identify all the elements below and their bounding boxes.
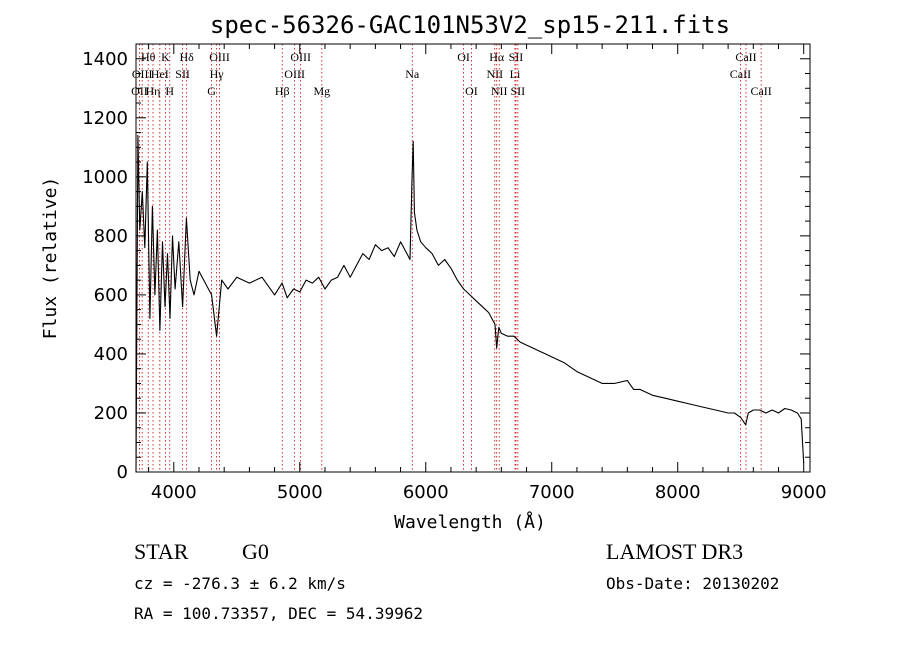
marker-label-11: Hγ [210,67,225,81]
marker-label-25: CaII [730,67,751,81]
marker-label-10: OIII [209,50,230,64]
line-markers: OIIHθOIIIHηHeIKHSIIHδGOIIIHγHβOIIIOIIIMg… [131,44,772,472]
x-axis-label: Wavelength (Å) [394,511,546,533]
marker-label-18: OI [465,84,478,98]
x-tick-label-9000: 9000 [781,482,827,503]
marker-label-23: Li [510,67,521,81]
object-subclass: G0 [242,539,269,564]
redshift-velocity: cz = -276.3 ± 6.2 km/s [134,574,346,593]
x-tick-label-6000: 6000 [403,482,449,503]
y-tick-label-800: 800 [94,226,128,247]
marker-label-24: SII [511,84,526,98]
y-tick-label-400: 400 [94,344,128,365]
y-tick-label-200: 200 [94,403,128,424]
marker-label-0: OII [131,84,148,98]
marker-label-14: OIII [290,50,311,64]
marker-label-17: OI [457,50,470,64]
marker-label-26: CaII [735,50,756,64]
marker-label-1: Hθ [141,50,156,64]
y-tick-label-1400: 1400 [82,49,128,70]
plot-frame [135,43,811,473]
axes: 4000 5000 6000 7000 8000 9000 0 200 400 600 800 100… [82,43,827,503]
marker-label-21: NII [491,84,508,98]
marker-label-3: Hη [146,84,161,98]
y-tick-label-1200: 1200 [82,108,128,129]
x-tick-label-7000: 7000 [529,482,575,503]
y-tick-label-0: 0 [117,462,128,483]
series-line-0 [135,134,805,473]
marker-label-5: K [161,50,170,64]
marker-label-19: NII [486,67,503,81]
object-class: STAR [134,539,189,564]
coordinates: RA = 100.73357, DEC = 54.39962 [134,604,423,623]
marker-label-27: CaII [750,84,771,98]
x-tick-label-4000: 4000 [151,482,197,503]
observation-date: Obs-Date: 20130202 [606,574,780,593]
marker-label-6: H [165,84,174,98]
marker-label-13: OIII [284,67,305,81]
y-tick-label-1000: 1000 [82,167,128,188]
marker-label-16: Na [405,67,420,81]
marker-label-20: Hα [489,50,505,64]
x-tick-label-5000: 5000 [277,482,323,503]
y-axis-label: Flux (relative) [40,177,61,340]
y-tick-label-600: 600 [94,285,128,306]
marker-label-4: HeI [151,67,169,81]
marker-label-15: Mg [313,84,330,98]
marker-label-22: SII [509,50,524,64]
marker-label-8: Hδ [179,50,194,64]
marker-label-2: OIII [132,67,153,81]
plot-area [135,134,805,473]
marker-label-12: Hβ [275,84,290,98]
chart-title: spec-56326-GAC101N53V2_sp15-211.fits [210,11,730,39]
marker-label-7: SII [175,67,190,81]
marker-label-9: G [207,84,216,98]
survey-name: LAMOST DR3 [606,539,744,564]
x-tick-label-8000: 8000 [655,482,701,503]
